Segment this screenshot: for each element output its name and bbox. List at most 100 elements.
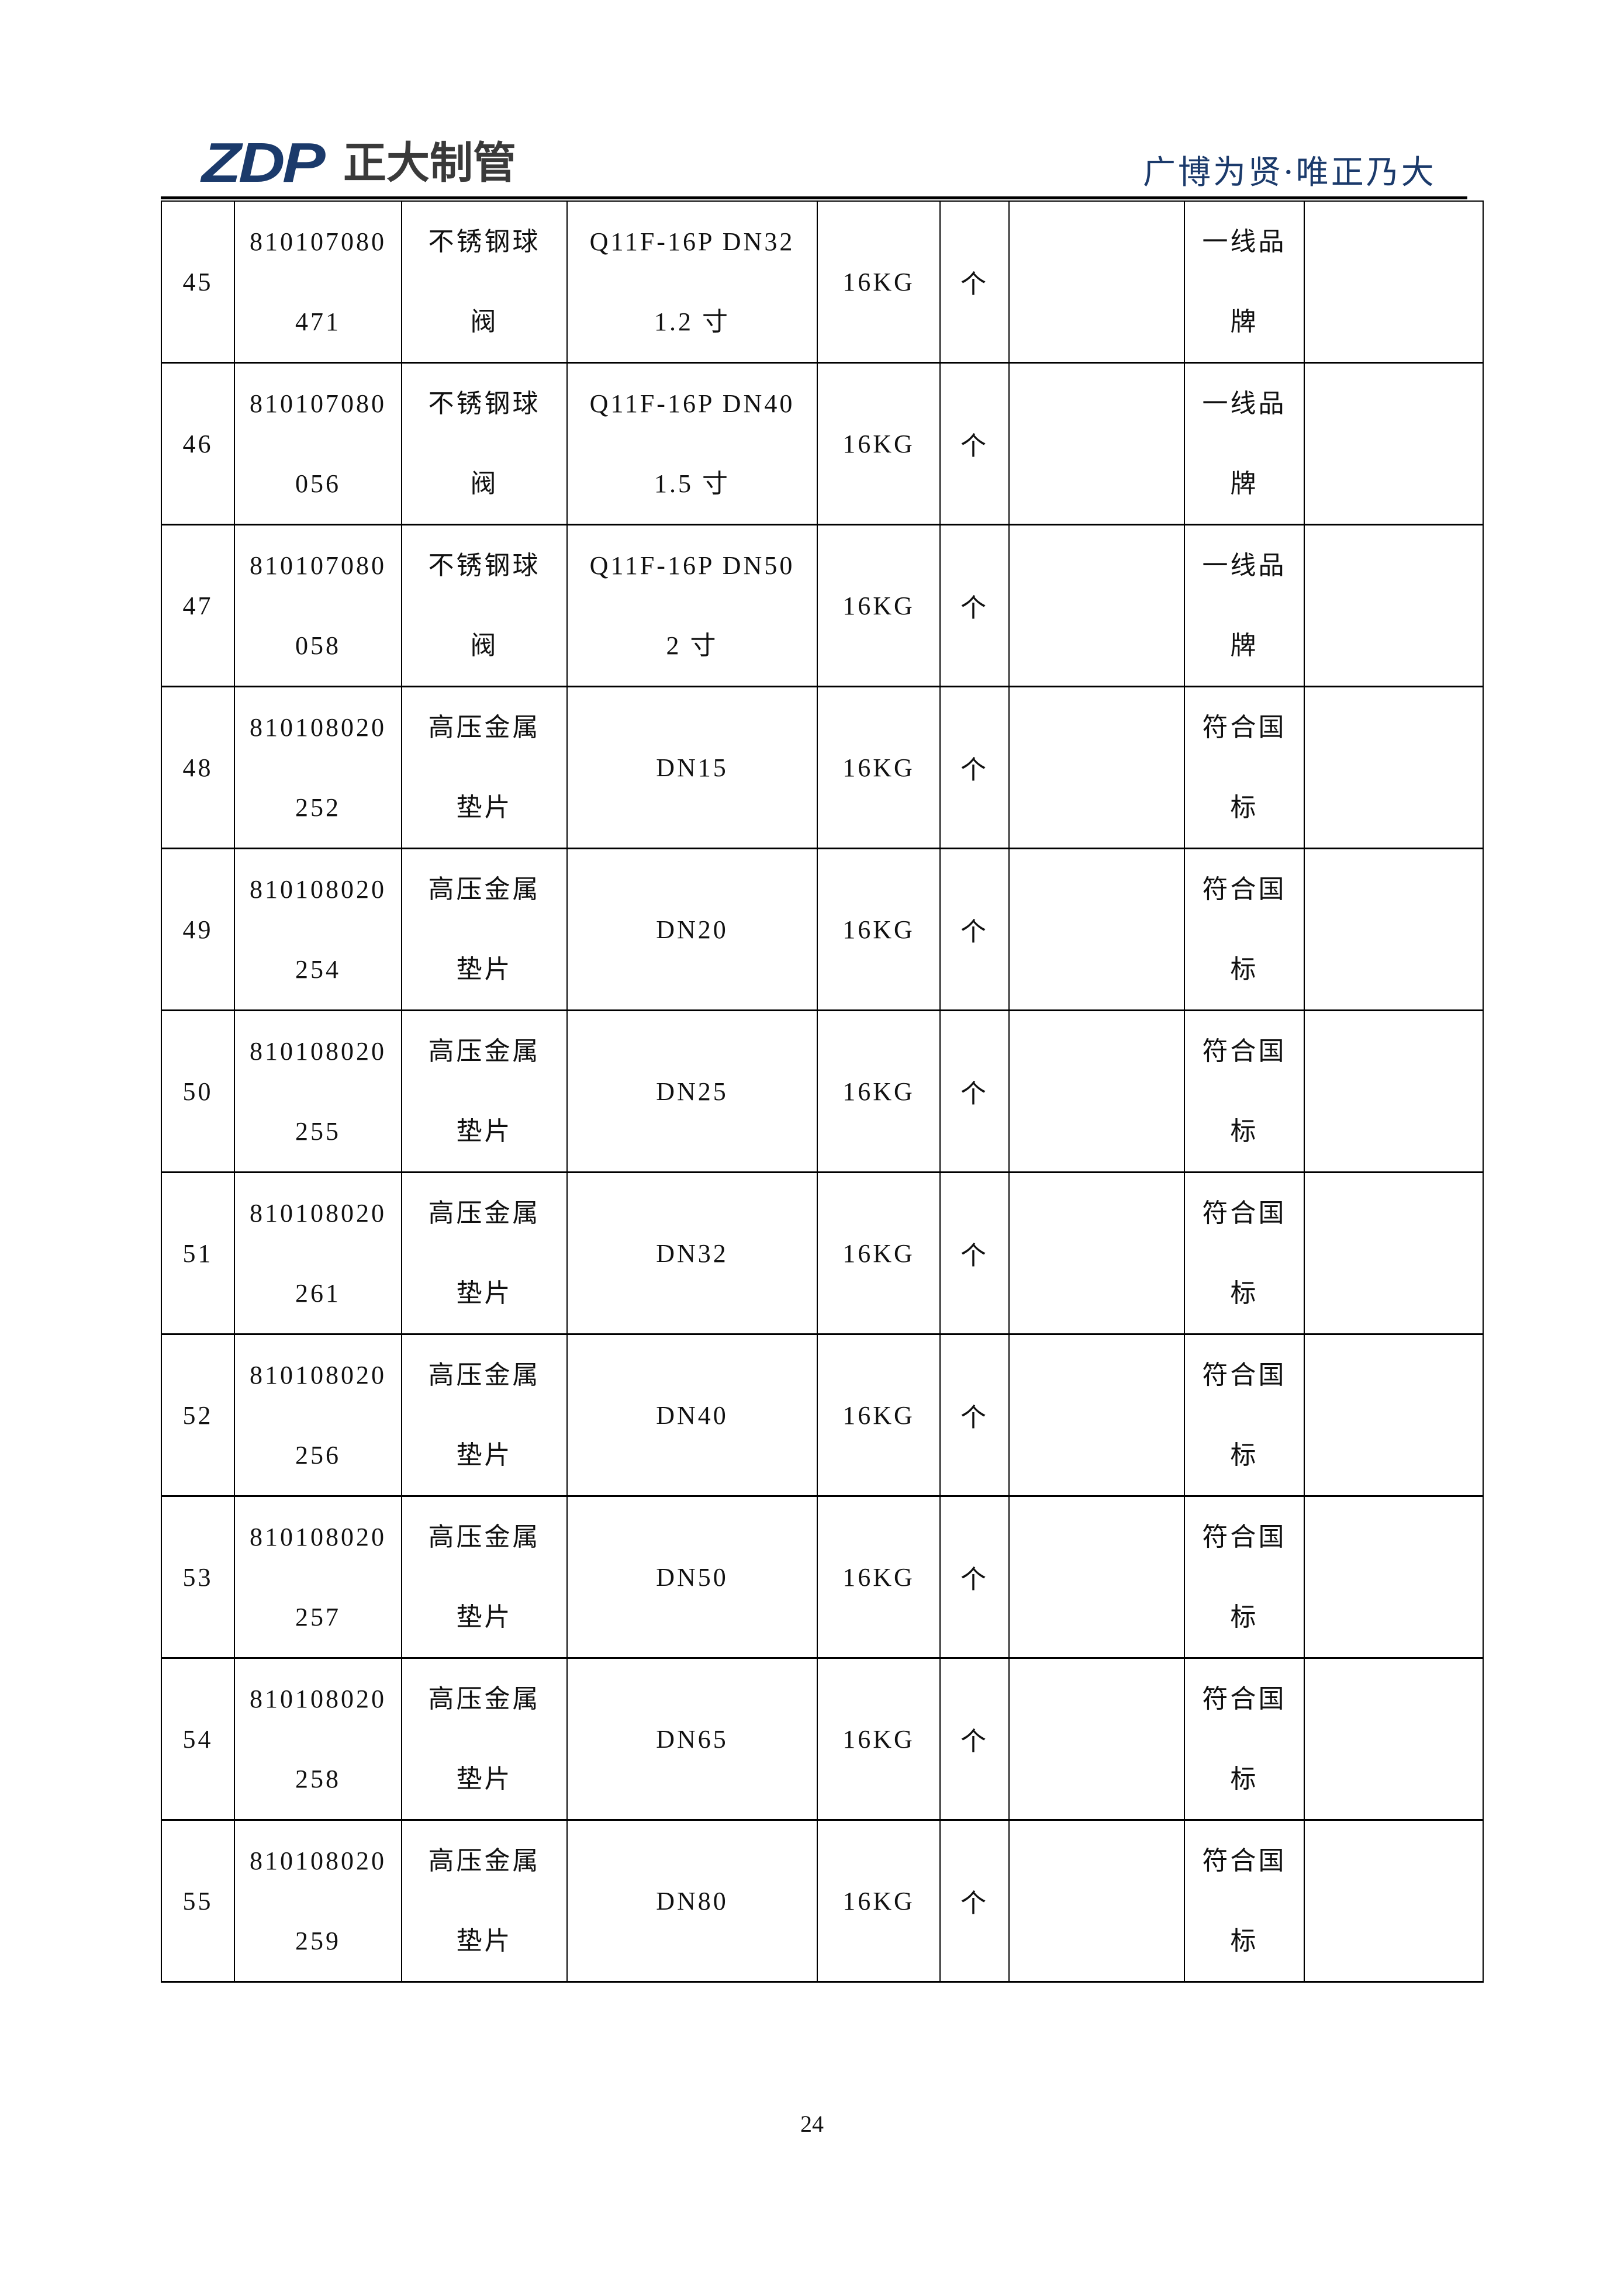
- cell-line: 牌: [1230, 469, 1259, 498]
- cell-name: 高压金属 垫片: [401, 1171, 568, 1335]
- cell-spec: Q11F-16P DN50 2 寸: [566, 524, 818, 687]
- cell-line: 高压金属: [428, 1523, 541, 1551]
- cell-no: 54: [161, 1657, 235, 1821]
- cell-note: [1304, 1495, 1484, 1659]
- cell-pressure: 16KG: [817, 1009, 941, 1173]
- cell-line: 不锈钢球: [428, 389, 541, 418]
- cell-name: 高压金属 垫片: [401, 848, 568, 1011]
- logo-company-name: 正大制管: [343, 138, 516, 188]
- cell-line: 标: [1230, 1441, 1259, 1469]
- cell-remark: 符合国标: [1184, 1009, 1305, 1173]
- cell-remark: 符合国标: [1184, 1171, 1305, 1335]
- cell-qty: [1008, 1009, 1185, 1173]
- table-row: 45 810107080 471 不锈钢球阀 Q11F-16P DN32 1.2 寸 16K…: [161, 200, 1484, 364]
- cell-qty: [1008, 1333, 1185, 1497]
- cell-line: 255: [295, 1117, 341, 1146]
- cell-line: 一线品: [1202, 227, 1287, 256]
- cell-qty: [1008, 1819, 1185, 1983]
- cell-unit: 个: [939, 1009, 1010, 1173]
- table-row: 50 810108020 255 高压金属 垫片 DN25 16KG 个符合国标: [161, 1009, 1484, 1173]
- cell-remark: 一线品牌: [1184, 200, 1305, 364]
- cell-remark: 符合国标: [1184, 1495, 1305, 1659]
- logo-mark: ZDP: [202, 132, 326, 194]
- cell-remark: 符合国标: [1184, 848, 1305, 1011]
- cell-spec: DN65: [566, 1657, 818, 1821]
- cell-line: 810108020: [250, 1685, 386, 1713]
- cell-unit: 个: [939, 1171, 1010, 1335]
- cell-pressure: 16KG: [817, 1657, 941, 1821]
- cell-unit: 个: [939, 524, 1010, 687]
- cell-line: 不锈钢球: [428, 227, 541, 256]
- cell-line: 254: [295, 955, 341, 984]
- cell-no: 48: [161, 686, 235, 849]
- cell-line: 高压金属: [428, 1685, 541, 1713]
- cell-pressure: 16KG: [817, 1333, 941, 1497]
- cell-line: Q11F-16P DN40: [589, 389, 795, 418]
- cell-name: 不锈钢球阀: [401, 200, 568, 364]
- cell-line: 标: [1230, 1927, 1259, 1955]
- cell-code: 810108020 259: [234, 1819, 402, 1983]
- cell-line: 标: [1230, 955, 1259, 984]
- cell-line: 符合国: [1202, 1847, 1287, 1875]
- table-row: 49 810108020 254 高压金属 垫片 DN20 16KG 个符合国标: [161, 848, 1484, 1011]
- cell-code: 810108020 252: [234, 686, 402, 849]
- cell-pressure: 16KG: [817, 1171, 941, 1335]
- cell-line: 259: [295, 1927, 341, 1955]
- cell-no: 55: [161, 1819, 235, 1983]
- cell-line: 一线品: [1202, 551, 1287, 580]
- table-row: 46 810107080 056 不锈钢球阀 Q11F-16P DN40 1.5 寸 16K…: [161, 362, 1484, 525]
- cell-line: 257: [295, 1603, 341, 1631]
- cell-line: 阀: [470, 631, 499, 660]
- cell-no: 49: [161, 848, 235, 1011]
- cell-spec: DN80: [566, 1819, 818, 1983]
- cell-line: 垫片: [456, 1927, 513, 1955]
- cell-line: 垫片: [456, 1279, 513, 1308]
- cell-line: 标: [1230, 1603, 1259, 1631]
- cell-no: 47: [161, 524, 235, 687]
- cell-note: [1304, 686, 1484, 849]
- cell-note: [1304, 1171, 1484, 1335]
- cell-qty: [1008, 1171, 1185, 1335]
- cell-note: [1304, 1657, 1484, 1821]
- cell-spec: DN50: [566, 1495, 818, 1659]
- cell-line: 058: [295, 631, 341, 660]
- cell-name: 不锈钢球阀: [401, 362, 568, 525]
- cell-unit: 个: [939, 848, 1010, 1011]
- cell-line: 471: [295, 307, 341, 336]
- cell-spec: DN25: [566, 1009, 818, 1173]
- cell-line: 810108020: [250, 1037, 386, 1066]
- cell-qty: [1008, 524, 1185, 687]
- cell-line: 垫片: [456, 1117, 513, 1146]
- cell-pressure: 16KG: [817, 200, 941, 364]
- cell-line: 一线品: [1202, 389, 1287, 418]
- cell-line: 810108020: [250, 713, 386, 742]
- cell-note: [1304, 200, 1484, 364]
- cell-code: 810108020 254: [234, 848, 402, 1011]
- cell-unit: 个: [939, 686, 1010, 849]
- table-row: 53 810108020 257 高压金属 垫片 DN50 16KG 个符合国标: [161, 1495, 1484, 1659]
- cell-spec: DN40: [566, 1333, 818, 1497]
- cell-line: 阀: [470, 469, 499, 498]
- cell-pressure: 16KG: [817, 524, 941, 687]
- cell-spec: DN20: [566, 848, 818, 1011]
- header-slogan: 广博为贤·唯正乃大: [1143, 154, 1436, 192]
- cell-line: 056: [295, 469, 341, 498]
- cell-note: [1304, 362, 1484, 525]
- cell-qty: [1008, 1657, 1185, 1821]
- cell-line: 258: [295, 1765, 341, 1793]
- cell-line: 1.5 寸: [654, 469, 730, 498]
- cell-remark: 一线品牌: [1184, 524, 1305, 687]
- cell-qty: [1008, 362, 1185, 525]
- cell-line: 高压金属: [428, 713, 541, 742]
- cell-note: [1304, 848, 1484, 1011]
- cell-name: 不锈钢球阀: [401, 524, 568, 687]
- cell-note: [1304, 1333, 1484, 1497]
- cell-line: 牌: [1230, 631, 1259, 660]
- cell-unit: 个: [939, 1495, 1010, 1659]
- cell-line: 垫片: [456, 1441, 513, 1469]
- cell-code: 810108020 258: [234, 1657, 402, 1821]
- cell-line: 符合国: [1202, 1199, 1287, 1227]
- cell-line: 标: [1230, 793, 1259, 822]
- page-number: 24: [800, 2111, 824, 2137]
- cell-line: 810107080: [250, 227, 386, 256]
